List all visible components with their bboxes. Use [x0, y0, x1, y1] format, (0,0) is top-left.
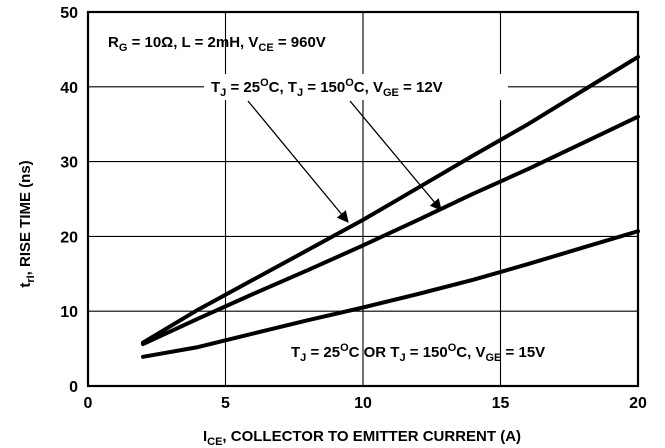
y-tick-label: 10: [60, 304, 78, 321]
series-line-2: [143, 117, 638, 344]
x-tick-label: 0: [84, 395, 93, 412]
y-tick-label: 20: [60, 229, 78, 246]
series-line-3: [143, 231, 638, 357]
y-axis-label: trI, RISE TIME (ns): [17, 160, 37, 287]
annotation-arrow: [350, 101, 441, 210]
annotation-15v-label: TJ = 25OC OR TJ = 150OC, VGE = 15V: [291, 342, 545, 364]
annotation-12v-label: TJ = 25OC, TJ = 150OC, VGE = 12V: [211, 77, 443, 99]
y-tick-label: 40: [60, 80, 78, 97]
x-tick-label: 10: [354, 395, 372, 412]
x-tick-labels: 0 5 10 15 20: [84, 395, 647, 412]
x-axis-label: ICE, COLLECTOR TO EMITTER CURRENT (A): [203, 428, 521, 448]
y-tick-label: 0: [69, 379, 78, 396]
x-tick-label: 5: [221, 395, 230, 412]
x-tick-label: 15: [492, 395, 510, 412]
y-tick-label: 50: [60, 5, 78, 22]
annotation-test-conditions: RG = 10Ω, L = 2mH, VCE = 960V: [108, 34, 326, 54]
series-lines: [143, 57, 638, 357]
y-tick-labels: 0 10 20 30 40 50: [60, 5, 78, 396]
x-tick-label: 20: [629, 395, 647, 412]
annotation-12v-box: TJ = 25OC, TJ = 150OC, VGE = 12V: [204, 74, 508, 100]
y-tick-label: 30: [60, 155, 78, 172]
